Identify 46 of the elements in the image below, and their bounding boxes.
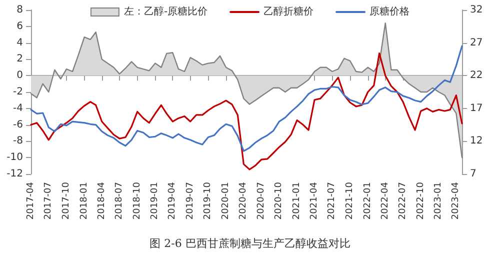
- y2-tick-label: 7: [470, 168, 476, 180]
- x-tick-label: 2021-04: [310, 182, 320, 220]
- y2-tick-label: 22: [470, 70, 483, 82]
- x-tick-label: 2018-04: [96, 182, 107, 220]
- x-tick-label: 2020-04: [238, 182, 249, 220]
- x-tick-label: 2017-07: [44, 182, 54, 220]
- y2-tick-label: 27: [470, 37, 483, 48]
- y-tick-label: -2: [13, 86, 23, 98]
- x-tick-label: 2022-04: [380, 182, 390, 220]
- x-tick-label: 2018-10: [132, 182, 142, 220]
- x-tick-label: 2023-01: [434, 182, 444, 220]
- y-tick-label: 0: [16, 70, 23, 82]
- y-tick-label: 8: [16, 4, 23, 16]
- legend-label: 原糖价格: [370, 6, 410, 18]
- x-tick-label: 2021-10: [345, 182, 356, 220]
- x-tick-label: 2017-10: [62, 182, 72, 220]
- y-tick-label: 2: [16, 54, 23, 65]
- y-tick-label: 4: [16, 37, 23, 48]
- x-tick-label: 2019-10: [203, 182, 214, 220]
- y-tick-label: -10: [6, 152, 23, 164]
- y-tick-label: -6: [13, 119, 23, 130]
- legend-label: 乙醇折糖价: [264, 6, 314, 18]
- x-tick-label: 2018-01: [79, 182, 90, 220]
- x-tick-label: 2020-01: [221, 182, 232, 220]
- y2-tick-label: 12: [470, 136, 483, 147]
- text: 图 2-6 巴西甘蔗制糖与生产乙醇收益对比: [150, 237, 350, 250]
- y-tick-label: 6: [16, 20, 23, 32]
- x-tick-label: 2022-10: [416, 182, 426, 220]
- x-tick-label: 2021-01: [292, 182, 302, 220]
- y-tick-label: -4: [13, 102, 23, 114]
- x-tick-label: 2022-01: [362, 182, 373, 220]
- y-tick-label: -12: [6, 168, 23, 180]
- x-tick-label: 2019-04: [168, 182, 178, 220]
- x-tick-label: 2019-07: [185, 182, 196, 220]
- x-tick-label: 2018-07: [114, 182, 124, 220]
- y-tick-label: -8: [13, 136, 23, 147]
- legend-label: 左：乙醇-原糖比价: [124, 6, 208, 18]
- x-tick-label: 2017-04: [26, 182, 36, 220]
- y2-tick-label: 17: [470, 102, 483, 114]
- x-tick-label: 2020-07: [256, 182, 266, 220]
- x-tick-label: 2020-10: [274, 182, 284, 220]
- x-tick-label: 2022-07: [398, 182, 408, 220]
- x-tick-label: 2023-04: [451, 182, 462, 220]
- x-tick-label: 2021-07: [327, 182, 338, 220]
- x-tick-label: 2019-01: [150, 182, 160, 220]
- y2-tick-label: 32: [470, 4, 483, 16]
